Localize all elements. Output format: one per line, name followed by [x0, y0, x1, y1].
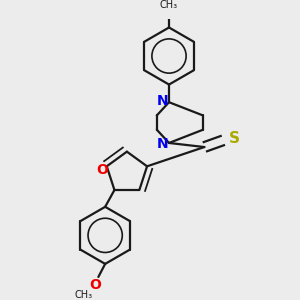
- Text: S: S: [229, 131, 240, 146]
- Text: CH₃: CH₃: [160, 0, 178, 11]
- Text: O: O: [90, 278, 102, 292]
- Text: N: N: [156, 137, 168, 151]
- Text: N: N: [156, 94, 168, 108]
- Text: CH₃: CH₃: [74, 290, 92, 300]
- Text: O: O: [96, 163, 108, 177]
